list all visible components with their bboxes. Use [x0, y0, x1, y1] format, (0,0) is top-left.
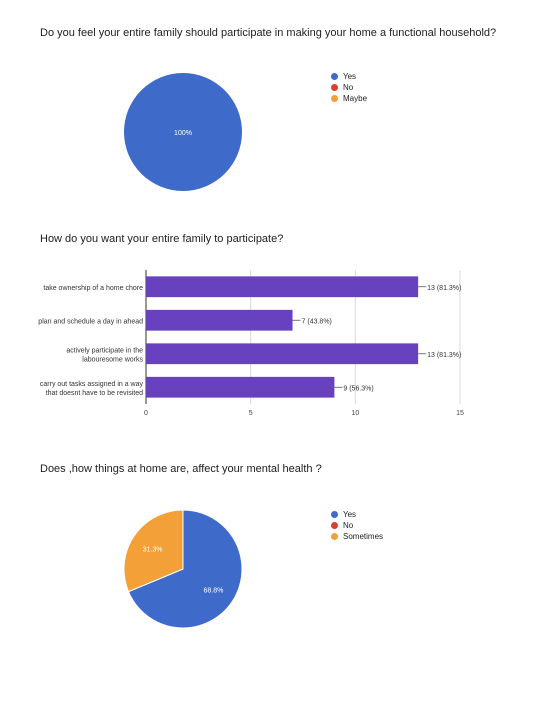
legend-item-yes: Yes: [331, 71, 367, 82]
bar-chart-participation-ways: 0 5 10 15 13 (81.3%) take ownership of a home…: [38, 270, 464, 417]
legend-marker: [331, 95, 338, 102]
x-tick-label: 0: [144, 410, 148, 417]
bar-data-label: 13 (81.3%): [427, 352, 461, 359]
legend-label: Yes: [343, 510, 357, 519]
bar: [146, 276, 419, 298]
pie-data-label: 68.8%: [203, 587, 223, 594]
pie-data-label: 31.3%: [143, 547, 163, 554]
legend-label: Sometimes: [343, 532, 384, 541]
x-tick-label: 15: [456, 410, 464, 417]
legend-item-no: No: [331, 82, 367, 93]
question-title: Do you feel your entire family should pa…: [40, 27, 497, 39]
legend-label: Yes: [343, 72, 357, 81]
legend-marker: [331, 73, 338, 80]
pie-slice-yes: [127, 509, 243, 629]
legend-marker: [331, 533, 338, 540]
bar-data-label: 13 (81.3%): [427, 285, 461, 292]
legend-label: No: [343, 521, 354, 530]
pie-data-label: 100%: [174, 130, 192, 137]
legend-marker: [331, 511, 338, 518]
x-tick-label: 5: [249, 410, 253, 417]
y-category-label: take ownership of a home chore: [43, 285, 143, 292]
y-category-label: carry out tasks assigned in a way that do…: [40, 381, 144, 397]
y-category-label: actively participate in the labouresome w…: [66, 347, 143, 363]
bar: [146, 376, 335, 398]
bar-data-label: 7 (43.8%): [302, 318, 332, 325]
bar-data-label: 9 (56.3%): [343, 385, 373, 392]
pie-slice-sometimes: [123, 509, 184, 593]
legend-marker: [331, 84, 338, 91]
pie-chart-mental-health: 68.8% 31.3%: [123, 509, 243, 629]
legend-label: Maybe: [343, 94, 368, 103]
legend-marker: [331, 522, 338, 529]
legend-label: No: [343, 83, 354, 92]
y-category-label: plan and schedule a day in ahead: [38, 318, 143, 325]
pie-chart-participation: 100%: [124, 73, 242, 191]
pie-slice-yes: [124, 73, 242, 191]
bar: [146, 343, 419, 365]
legend-item-no: No: [331, 520, 383, 531]
legend-item-yes: Yes: [331, 509, 383, 520]
legend: Yes No Sometimes: [331, 509, 383, 542]
legend-item-maybe: Maybe: [331, 93, 367, 104]
bar: [146, 309, 293, 331]
legend-item-sometimes: Sometimes: [331, 531, 383, 542]
question-title: Does ,how things at home are, affect you…: [40, 463, 322, 475]
x-tick-label: 10: [351, 410, 359, 417]
question-title: How do you want your entire family to pa…: [40, 233, 284, 245]
legend: Yes No Maybe: [331, 71, 367, 104]
